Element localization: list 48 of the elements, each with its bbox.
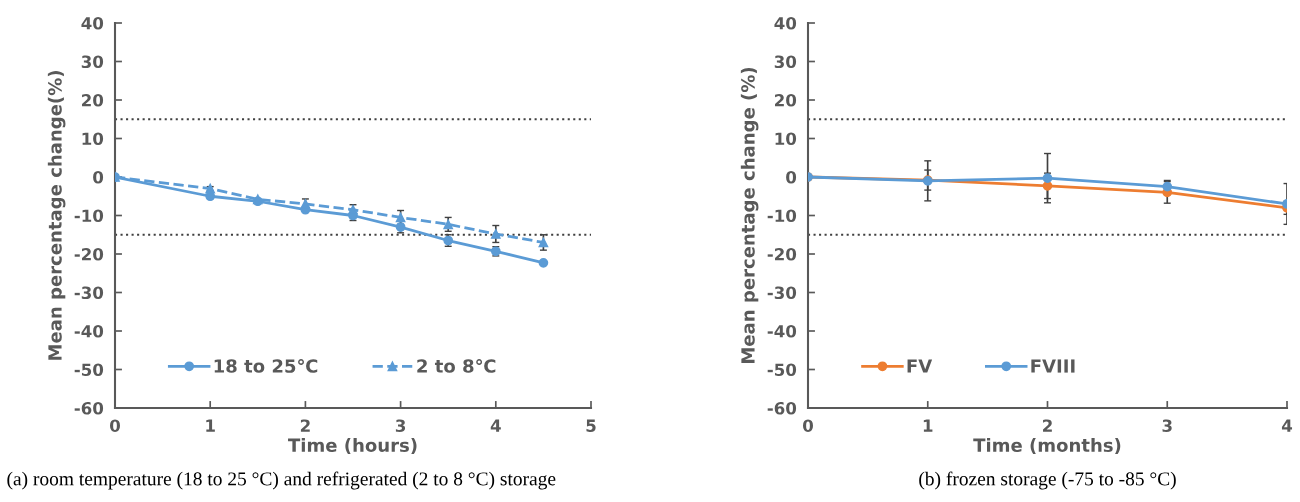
point bbox=[538, 257, 549, 268]
point bbox=[1162, 181, 1173, 192]
y-tick-label: 30 bbox=[774, 55, 797, 69]
y-tick-label: -40 bbox=[767, 324, 797, 338]
y-tick-label: -10 bbox=[767, 209, 797, 223]
y-tick-label: -40 bbox=[74, 324, 104, 338]
x-tick-label: 3 bbox=[395, 419, 406, 433]
y-tick-label: -50 bbox=[767, 363, 797, 377]
point bbox=[1042, 173, 1053, 184]
y-tick-label: 0 bbox=[93, 170, 104, 184]
y-tick-label: 40 bbox=[81, 16, 104, 30]
y-tick-label: 20 bbox=[82, 93, 104, 107]
y-tick-label: 20 bbox=[775, 93, 797, 107]
legend-label: 18 to 25℃ bbox=[214, 359, 318, 373]
x-axis-title: Time (hours) bbox=[288, 438, 417, 455]
legend-label: FVIII bbox=[1031, 359, 1075, 373]
x-tick-label: 0 bbox=[110, 419, 120, 433]
x-tick-label: 1 bbox=[206, 419, 215, 432]
x-tick-label: 4 bbox=[1281, 419, 1293, 432]
x-tick-label: 2 bbox=[300, 419, 310, 432]
x-tick-label: 5 bbox=[586, 419, 596, 433]
legend-label: 2 to 8℃ bbox=[417, 359, 496, 373]
legend-label: FV bbox=[907, 359, 933, 373]
x-axis-title: Time (months) bbox=[973, 438, 1121, 455]
y-tick-label: -10 bbox=[74, 209, 104, 223]
text: (a) room temperature (18 to 25 °C) and refrigerated (2 to 8 °C) storage bbox=[7, 471, 556, 490]
y-tick-label: -20 bbox=[767, 247, 797, 261]
y-tick-label: -60 bbox=[74, 401, 104, 415]
x-tick-label: 1 bbox=[923, 419, 933, 432]
y-tick-label: 40 bbox=[774, 16, 797, 30]
x-tick-label: 2 bbox=[1043, 419, 1052, 432]
y-tick-label: -20 bbox=[74, 247, 104, 261]
x-tick-label: 3 bbox=[1162, 419, 1172, 433]
y-tick-label: -30 bbox=[74, 286, 104, 300]
y-tick-label: 30 bbox=[81, 55, 104, 69]
point bbox=[538, 237, 549, 248]
y-tick-label: 0 bbox=[786, 170, 797, 184]
text: (b) frozen storage (-75 to -85 °C) bbox=[919, 471, 1176, 490]
y-tick-label: -30 bbox=[767, 286, 797, 300]
x-tick-label: 0 bbox=[803, 419, 813, 433]
y-tick-label: 10 bbox=[82, 132, 104, 146]
y-tick-label: -50 bbox=[74, 363, 104, 377]
y-tick-label: -60 bbox=[767, 401, 797, 415]
x-tick-label: 4 bbox=[490, 419, 501, 432]
y-tick-label: 10 bbox=[775, 132, 797, 146]
y-axis-title: Mean percentage change (%) bbox=[740, 67, 759, 364]
y-axis-title: Mean percentage change(%) bbox=[47, 71, 66, 360]
point bbox=[490, 229, 501, 239]
